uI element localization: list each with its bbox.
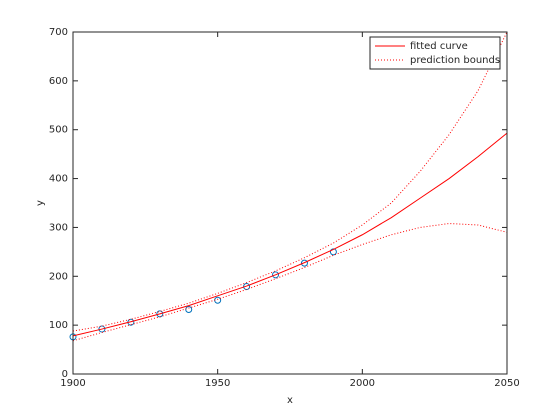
axes-box — [72, 31, 508, 375]
data-point — [272, 271, 280, 279]
y-axis-label: y — [35, 200, 46, 206]
legend-box — [369, 36, 501, 70]
y-tick-label: 700 — [49, 27, 68, 38]
x-tick-label: 1900 — [60, 378, 85, 389]
y-tick-label: 0 — [62, 369, 68, 380]
x-tick-label: 2000 — [350, 378, 375, 389]
lower-bound-line — [72, 223, 508, 342]
y-tick-label: 400 — [49, 174, 68, 185]
y-tick-label: 100 — [49, 320, 68, 331]
x-axis-label: x — [287, 395, 293, 406]
plot-area — [73, 32, 507, 374]
y-tick-label: 500 — [49, 125, 68, 136]
legend-label: fitted curve — [410, 41, 468, 52]
y-tick-label: 600 — [49, 76, 68, 87]
x-tick-label: 2050 — [494, 378, 519, 389]
legend-label: prediction bounds — [410, 55, 500, 66]
y-tick-label: 300 — [49, 222, 68, 233]
y-tick-label: 200 — [49, 271, 68, 282]
fitted-line — [72, 132, 508, 337]
data-point — [300, 259, 308, 267]
data-point — [185, 306, 193, 314]
x-tick-label: 1950 — [205, 378, 230, 389]
